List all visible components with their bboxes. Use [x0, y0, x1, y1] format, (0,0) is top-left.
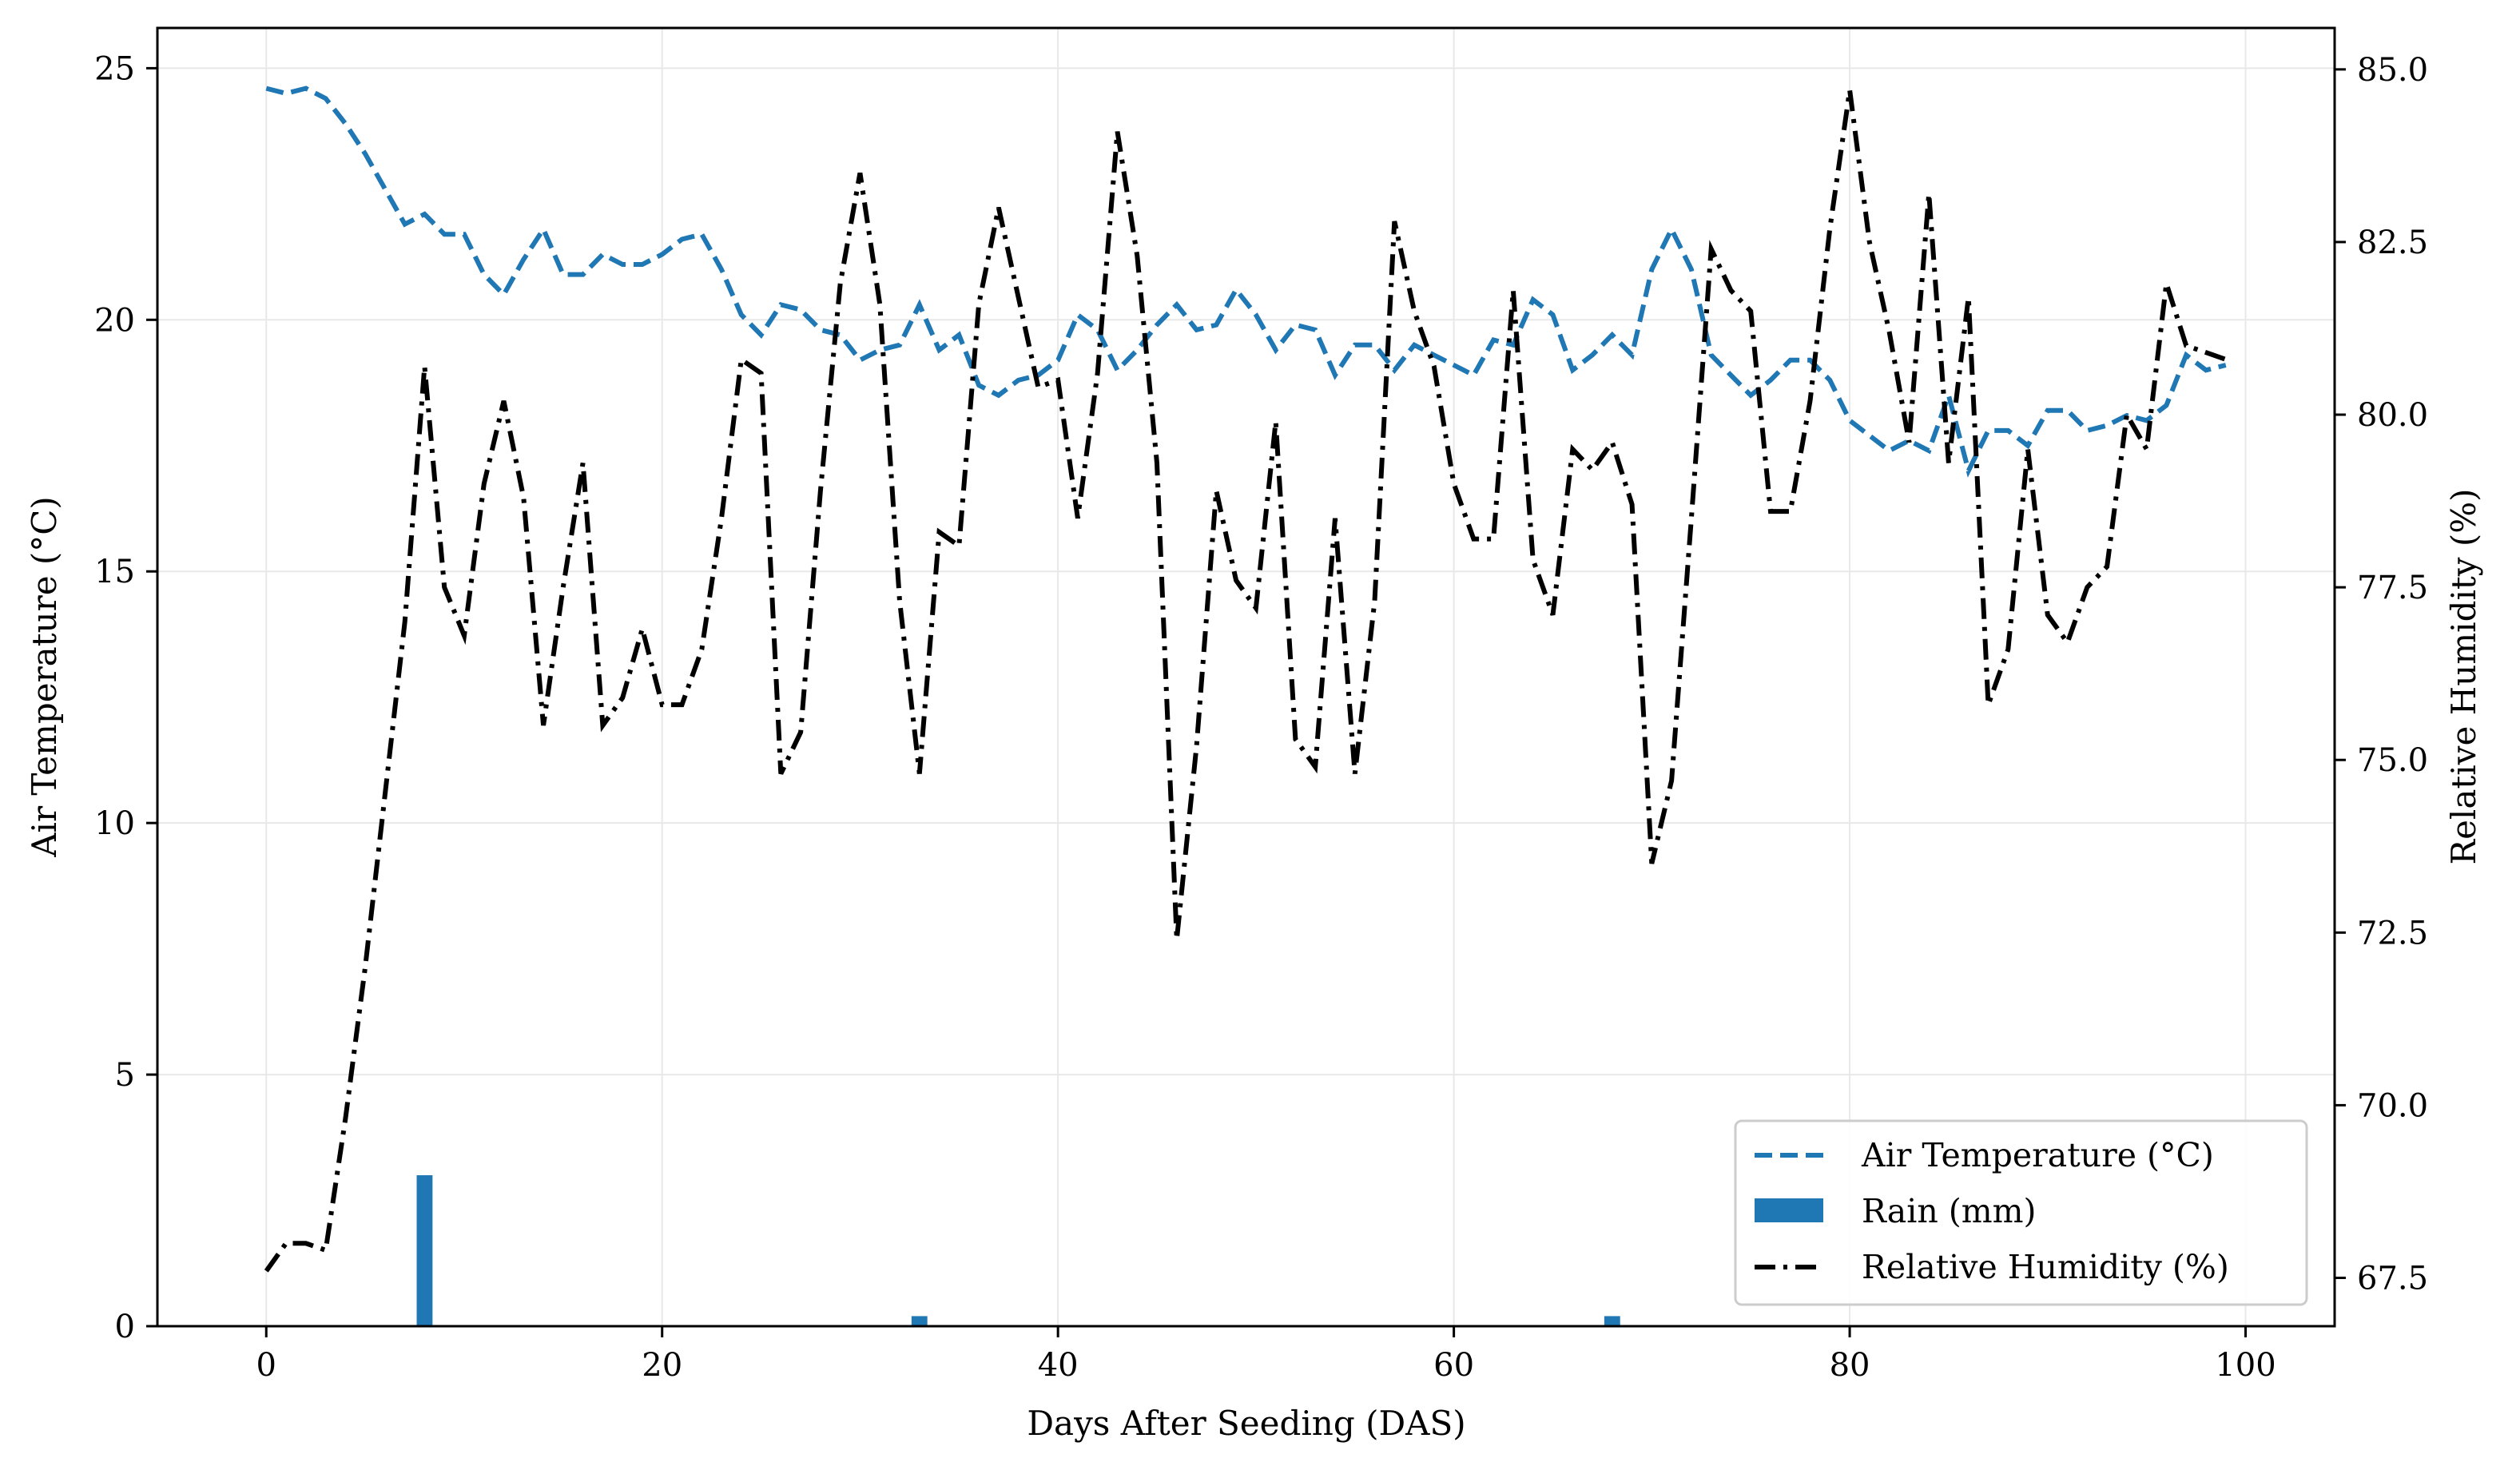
y-right-tick-label: 67.5 — [2357, 1260, 2428, 1297]
rain-bar — [911, 1316, 928, 1326]
x-tick-label: 20 — [642, 1347, 682, 1384]
x-tick-label: 100 — [2215, 1347, 2276, 1384]
temperature-series-line — [265, 85, 2227, 478]
x-tick-label: 40 — [1038, 1347, 1079, 1384]
legend-humidity-label: Relative Humidity (%) — [1862, 1248, 2229, 1286]
x-axis-ticks: 0 20 40 60 80 100 — [256, 1326, 2276, 1384]
plot-frame — [156, 26, 2336, 1328]
rain-bars — [416, 1175, 1620, 1326]
legend-box — [1734, 1119, 2308, 1306]
x-tick-label: 80 — [1830, 1347, 1870, 1384]
y-right-tick-label: 80.0 — [2357, 397, 2428, 434]
legend-rain-label: Rain (mm) — [1862, 1192, 2037, 1230]
legend-rain-swatch — [1755, 1198, 1823, 1222]
y-left-axis-ticks: 0 5 10 15 20 25 — [94, 50, 157, 1345]
y-right-axis-ticks: 67.5 70.0 72.5 75.0 77.5 80.0 82.5 85.0 — [2335, 52, 2428, 1297]
y-left-axis-label: Air Temperature (°C) — [25, 496, 64, 858]
legend: Air Temperature (°C) Rain (mm) Relative … — [1734, 1119, 2308, 1306]
y-left-tick-label: 0 — [115, 1309, 135, 1345]
y-right-axis-label: Relative Humidity (%) — [2444, 488, 2483, 864]
y-left-tick-label: 25 — [94, 50, 135, 87]
y-right-tick-label: 85.0 — [2357, 52, 2428, 89]
humidity-series-line — [264, 89, 2227, 1273]
y-right-tick-label: 82.5 — [2357, 224, 2428, 261]
x-axis-label: Days After Seeding (DAS) — [1027, 1404, 1465, 1443]
y-left-tick-label: 10 — [94, 805, 135, 842]
y-right-tick-label: 77.5 — [2357, 570, 2428, 606]
y-left-tick-label: 15 — [94, 554, 135, 590]
legend-temperature-label: Air Temperature (°C) — [1861, 1136, 2214, 1174]
rain-bar — [416, 1175, 433, 1326]
rain-bar — [1604, 1316, 1620, 1326]
y-left-tick-label: 20 — [94, 302, 135, 339]
y-right-tick-label: 75.0 — [2357, 742, 2428, 779]
x-tick-label: 60 — [1433, 1347, 1474, 1384]
y-right-tick-label: 70.0 — [2357, 1087, 2428, 1124]
x-tick-label: 0 — [256, 1347, 276, 1384]
y-right-tick-label: 72.5 — [2357, 915, 2428, 952]
y-left-tick-label: 5 — [115, 1057, 135, 1094]
